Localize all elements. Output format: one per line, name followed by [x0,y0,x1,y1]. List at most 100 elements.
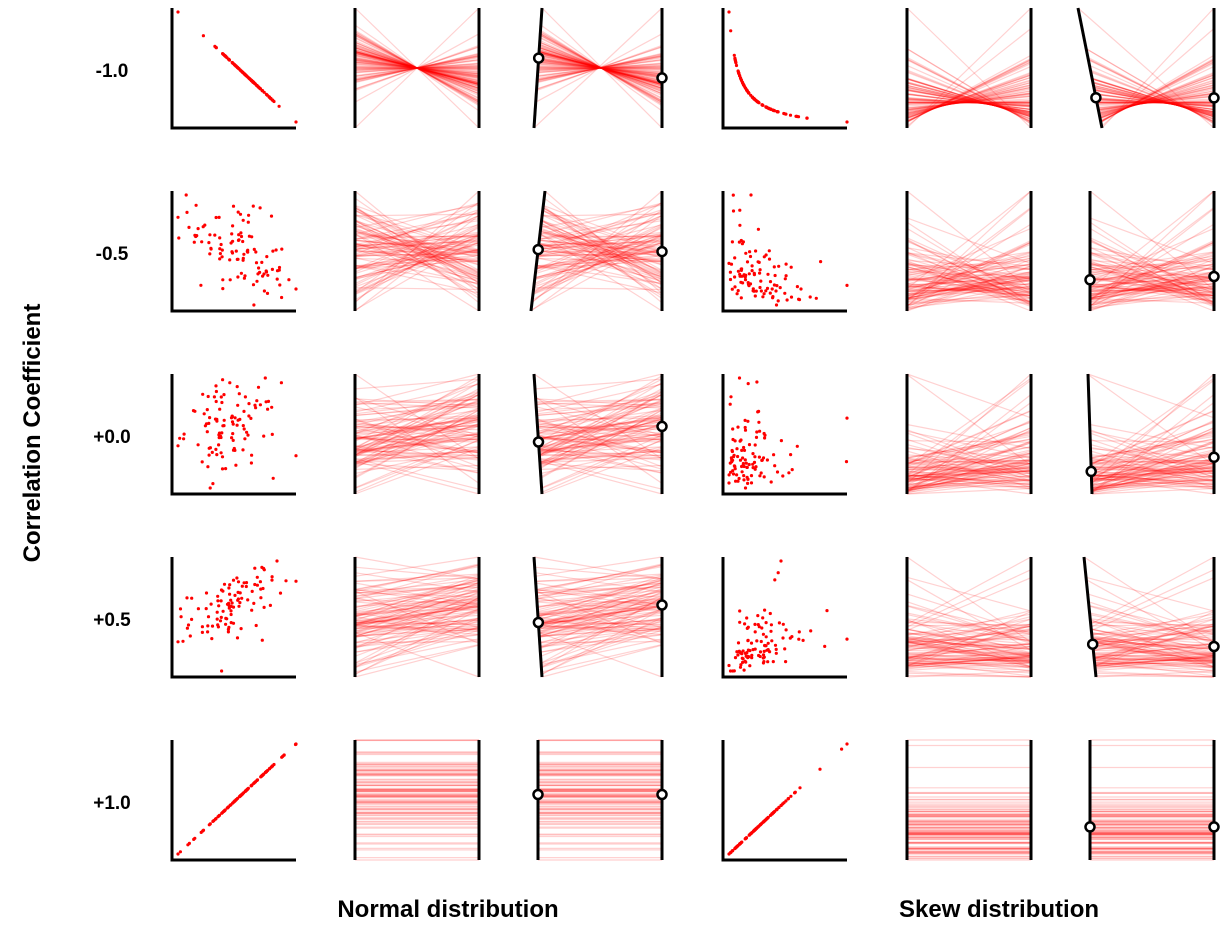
scatter-point [235,257,239,261]
pcp-line [354,423,480,434]
pcp-line [906,654,1032,657]
pcp-line [906,611,1032,667]
pcp-line [906,625,1032,648]
pcp-line [906,28,1032,127]
rotated-pcp-line [533,227,663,292]
pcp-line [906,637,1032,668]
rotated-pcp-line [536,418,663,468]
rotated-pcp-line [1099,84,1215,115]
rotated-pcp-line [1094,89,1215,113]
rotated-pcp-line [539,463,663,472]
rotated-pcp-line [537,382,663,435]
pcp-line [906,435,1032,458]
pcp-line [906,271,1032,299]
pcp-line [906,640,1032,650]
rotated-pcp-line [538,53,663,83]
scatter-point [761,103,765,107]
scatter-point [220,255,224,259]
rotated-pcp-line [1090,69,1215,120]
pcp-line [354,401,480,423]
rotated-pcp-line [1100,62,1215,122]
scatter-point [727,481,731,485]
scatter-point [773,273,777,278]
rotated-pcp-line [1090,556,1215,625]
rotated-pcp-line [538,625,663,635]
pcp-line [354,39,480,97]
scatter-point [767,257,772,261]
pcp-line [354,222,480,297]
scatter-point [220,248,224,252]
rotated-axis-panel [532,7,668,129]
rotated-pcp-line [1091,478,1215,490]
pcp-line [906,294,1032,303]
pcp-line [906,452,1032,482]
pcp-line [354,65,480,71]
pcp-line [906,643,1032,659]
scatter-point [246,220,250,224]
pcp-line [354,65,480,71]
rotated-pcp-line [1091,463,1215,483]
pcp-line [906,655,1032,670]
rotated-pcp-line [540,222,663,297]
scatter-point [271,249,275,253]
scatter-point [237,238,241,242]
rotated-pcp-line [540,33,663,103]
scatter-point [219,588,224,592]
scatter-point [737,71,741,75]
pcp-line [906,474,1032,485]
pcp-line [906,460,1032,493]
scatter-point [238,212,243,216]
scatter-point [187,225,191,229]
rotated-pcp-line [1091,446,1215,474]
pcp-line [906,458,1032,462]
rotated-pcp-line [1095,97,1215,108]
pcp-line [354,596,480,628]
rotated-pcp-line [1089,238,1215,306]
rotated-pcp-line [538,625,663,633]
scatter-point [742,474,746,478]
pcp-line [354,254,480,269]
rotated-pcp-line [538,57,663,79]
pcp-line [906,297,1032,304]
rotated-pcp-line [1100,57,1215,123]
scatter-point [772,453,776,457]
rotated-pcp-line [1091,479,1215,487]
rotated-pcp-line [1091,479,1215,495]
scatter-point [731,193,735,197]
rotated-pcp-line [534,248,663,279]
rotated-pcp-line [1089,275,1215,281]
rotated-pcp-line [535,398,663,407]
scatter-point [287,278,291,282]
pcp-line [354,214,480,312]
pcp-line [354,37,480,99]
scatter-point [776,299,780,303]
rotated-pcp-line [538,58,663,78]
scatter-point [214,399,218,404]
pcp-line [354,595,480,638]
pcp-line [354,33,480,103]
rotated-pcp-line [539,45,663,91]
pcp-line [354,45,480,91]
pcp-line [906,283,1032,302]
rotated-pcp-line [1088,604,1215,635]
rotated-pcp-line [1100,59,1215,123]
rotated-pcp-line [1092,640,1215,657]
pcp-line [906,644,1032,662]
rotated-pcp-line [1098,93,1215,111]
rotated-pcp-line [1090,623,1215,627]
pcp-line [354,55,480,81]
scatter-point [736,479,740,483]
rotated-pcp-line [535,260,663,270]
rotated-pcp-line [538,59,663,77]
pcp-line [906,659,1032,669]
pcp-line [354,396,480,484]
rotated-pcp-line [1093,87,1215,114]
rotated-pcp-line [1094,658,1215,662]
pcp-line [354,601,480,612]
pcp-line [906,78,1032,118]
scatter-point [187,841,191,846]
pcp-line [354,51,480,85]
pcp-line [906,84,1032,115]
rotated-pcp-line [1091,459,1215,490]
